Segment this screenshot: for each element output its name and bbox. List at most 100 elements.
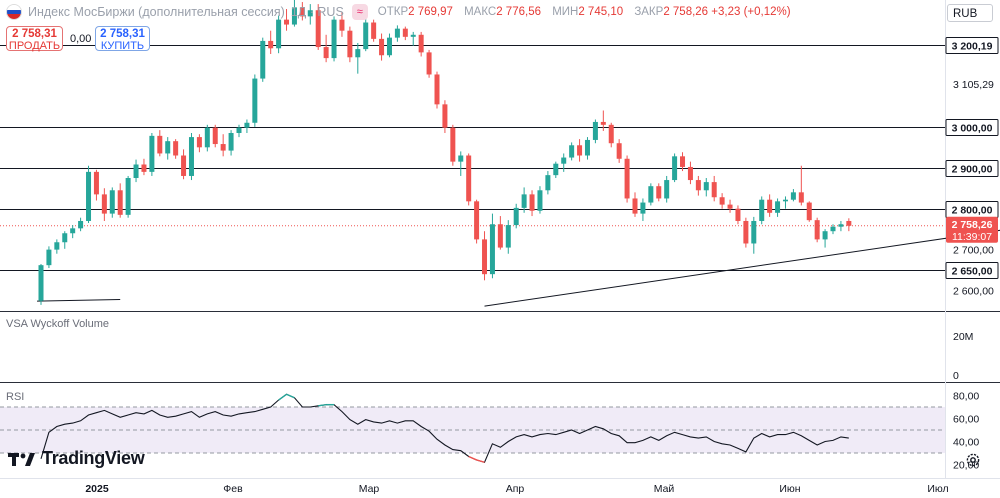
candle	[775, 198, 781, 217]
candle	[846, 218, 852, 232]
candle	[418, 31, 424, 57]
candle-body	[149, 135, 155, 172]
candle	[727, 199, 733, 213]
candle-body	[299, 7, 305, 17]
candle-body	[236, 127, 242, 133]
candle	[299, 2, 305, 21]
sell-button[interactable]: 2 758,31 ПРОДАТЬ	[6, 26, 63, 52]
candle-body	[632, 198, 638, 214]
candle-body	[410, 34, 416, 37]
candle-body	[284, 19, 290, 25]
volume-pane-title[interactable]: VSA Wyckoff Volume	[6, 318, 110, 330]
candle-body	[347, 30, 353, 58]
candle-body	[276, 19, 282, 49]
candle	[537, 186, 543, 214]
candle-body	[355, 49, 361, 58]
candle-body	[545, 175, 551, 191]
candle-body	[782, 199, 788, 202]
candle-body	[695, 180, 701, 191]
time-tick-4: Май	[654, 483, 675, 495]
candle-body	[434, 74, 440, 105]
candle	[616, 139, 622, 163]
buy-button[interactable]: 2 758,31 КУПИТЬ	[95, 26, 150, 52]
candle-body	[252, 78, 258, 123]
candle	[442, 100, 448, 133]
high-value: 2 776,56	[496, 6, 541, 18]
candle-body	[315, 10, 321, 48]
level-label-2: 2 900,00	[952, 164, 993, 176]
candle-body	[260, 40, 266, 79]
candle	[640, 198, 646, 221]
last-price-box	[946, 216, 998, 243]
candle-body	[141, 164, 147, 172]
candle	[672, 153, 678, 183]
candle	[291, 0, 297, 27]
candle	[577, 139, 583, 162]
candle-body	[553, 163, 559, 176]
last-price-label: 2 758,26	[952, 219, 993, 231]
candle	[735, 205, 741, 225]
candle	[38, 263, 44, 305]
candle-body	[109, 190, 115, 214]
volume-tick-1: 0	[953, 370, 959, 382]
candle-body	[458, 155, 464, 162]
candle	[458, 151, 464, 176]
ohlc-readout: ОТКР2 769,97 МАКС2 776,56 МИН2 745,10 ЗА…	[378, 6, 799, 18]
candle	[284, 9, 290, 31]
time-tick-3: Апр	[506, 483, 525, 495]
candle-body	[640, 202, 646, 214]
candle-body	[561, 157, 567, 164]
sell-price: 2 758,31	[12, 28, 57, 40]
candle	[410, 31, 416, 46]
rsi-pane-title[interactable]: RSI	[6, 391, 25, 403]
price-tick-1: 2 700,00	[953, 245, 994, 257]
low-label: МИН	[552, 6, 579, 18]
candle-body	[687, 166, 693, 181]
candle-body	[86, 171, 92, 221]
candle	[307, 4, 313, 25]
candle-body	[600, 121, 606, 125]
candle	[394, 25, 400, 42]
candle	[386, 33, 392, 58]
candle	[101, 188, 107, 221]
level-label-box-0	[945, 37, 999, 54]
interval-exchange[interactable]: 1Д · RUS	[290, 5, 344, 19]
candle-body	[529, 194, 535, 211]
open-value: 2 769,97	[408, 6, 453, 18]
trendline-1	[484, 229, 1000, 307]
candle-body	[363, 22, 369, 50]
candle	[204, 124, 210, 152]
time-tick-2: Мар	[359, 483, 380, 495]
candle-body	[157, 135, 163, 154]
candle-body	[125, 178, 131, 215]
instrument-title[interactable]: Индекс МосБиржи (дополнительная сессия)	[28, 5, 285, 19]
candle	[331, 16, 337, 62]
candle	[173, 139, 179, 159]
candle	[188, 132, 194, 181]
candle	[553, 161, 559, 179]
candle	[687, 161, 693, 185]
volume-tick-0: 20M	[953, 331, 973, 343]
candle-body	[482, 239, 488, 275]
candle-body	[323, 47, 329, 59]
candle-body	[806, 202, 812, 221]
rsi-overbought-segment	[318, 403, 327, 407]
candle	[196, 134, 202, 153]
currency-selector[interactable]: RUB	[947, 4, 993, 22]
indicator-wave-icon[interactable]: ≈	[351, 4, 368, 20]
candle	[648, 183, 654, 206]
candle	[680, 152, 686, 172]
rsi-tick-0: 80,00	[953, 390, 979, 402]
candle-body	[727, 204, 733, 209]
tradingview-logo[interactable]: TradingView	[8, 448, 145, 469]
candle-body	[228, 132, 234, 151]
candle	[751, 216, 757, 254]
candle	[268, 30, 274, 55]
candle-body	[592, 121, 598, 140]
candle-body	[133, 164, 139, 179]
candle	[545, 171, 551, 195]
candle	[371, 19, 377, 42]
brand-name: TradingView	[42, 448, 145, 468]
gear-icon[interactable]	[965, 452, 981, 468]
